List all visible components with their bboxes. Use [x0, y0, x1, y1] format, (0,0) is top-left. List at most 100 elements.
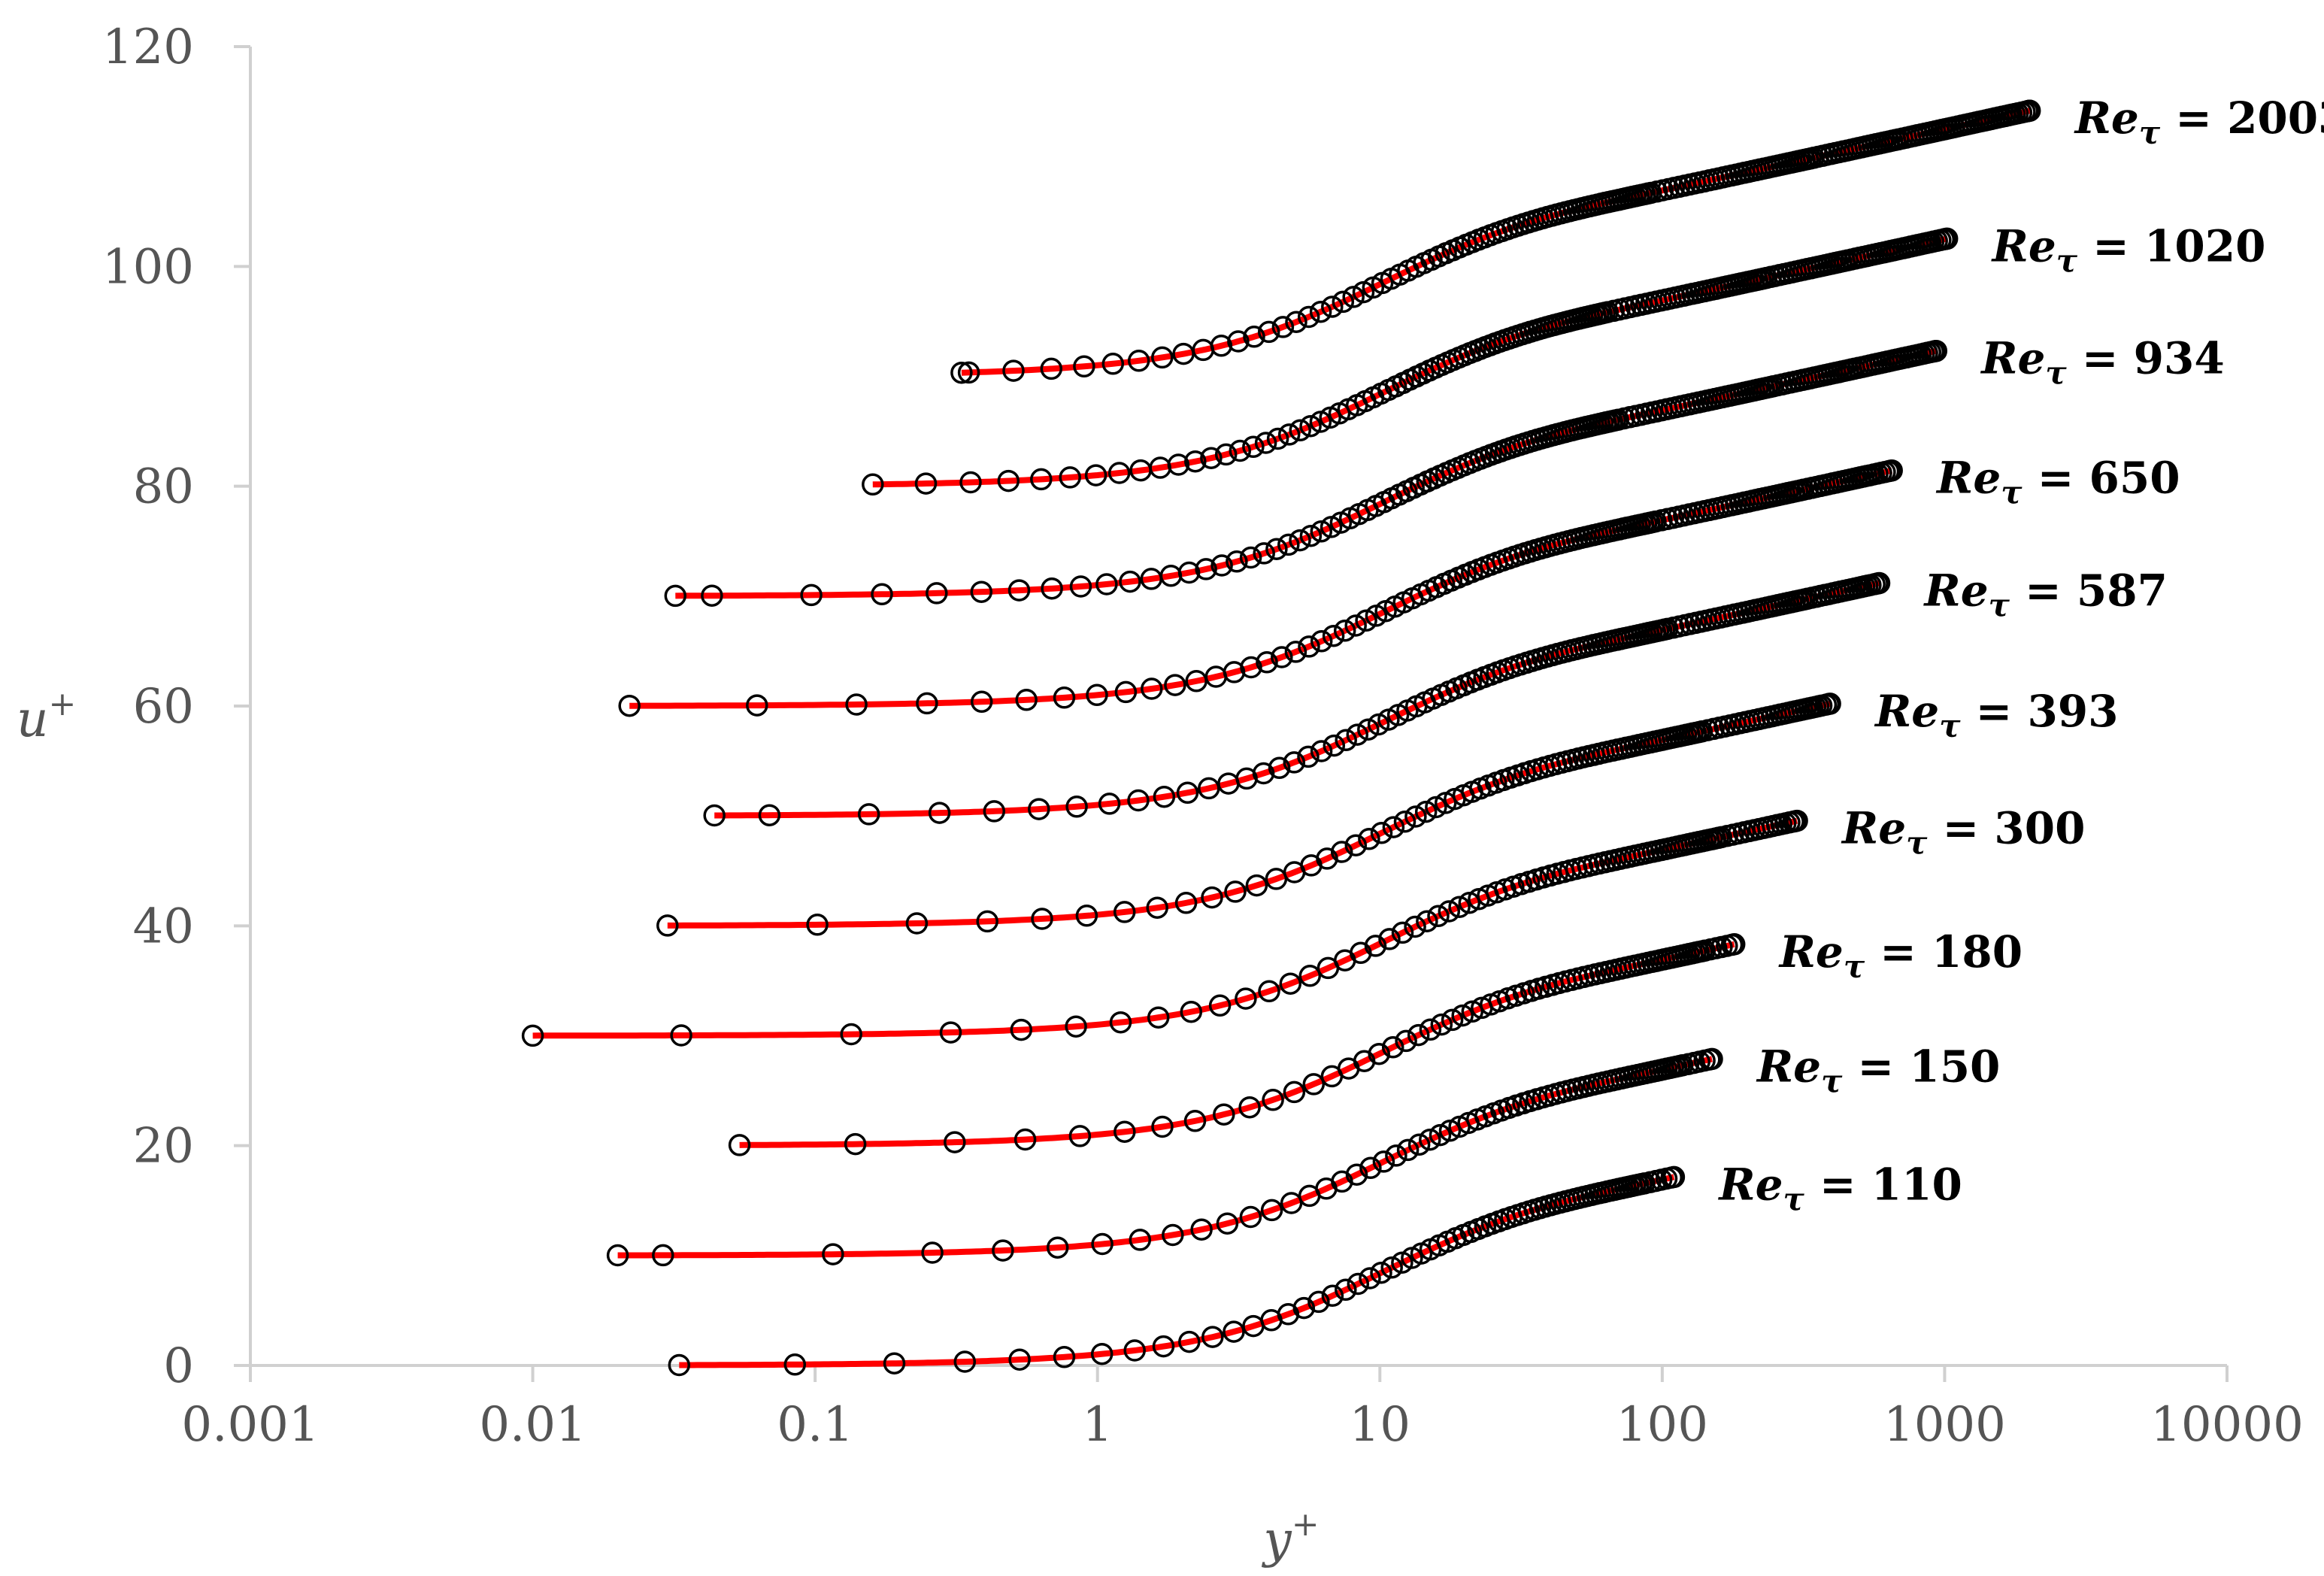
data-point: [1190, 1218, 1213, 1241]
data-point: [1786, 809, 1808, 832]
data-point: [1347, 1272, 1370, 1296]
data-point: [1367, 713, 1390, 736]
data-point: [1357, 718, 1380, 741]
data-point: [1302, 1073, 1326, 1096]
data-point: [2018, 99, 2041, 122]
series-label: Reτ = 393: [1874, 686, 2118, 744]
data-point: [1091, 1232, 1114, 1256]
data-point: [1152, 1335, 1175, 1358]
data-point: [1335, 729, 1357, 752]
data-point: [1002, 359, 1025, 382]
data-point: [1370, 1261, 1392, 1284]
data-point: [944, 1131, 966, 1153]
data-point: [1310, 740, 1333, 762]
data-point: [1396, 1138, 1420, 1162]
data-point: [1277, 423, 1301, 446]
y-tick-label: 40: [133, 899, 194, 954]
data-point: [668, 1353, 691, 1377]
data-point: [1065, 796, 1088, 818]
axes: 0 20 40 60 80 100 120 0.001 0.01 0.1 1 10 100 1000 100…: [17, 20, 2304, 1568]
data-point: [1180, 1000, 1203, 1023]
data-point: [1201, 886, 1223, 909]
data-point: [1095, 573, 1118, 596]
data-point: [1355, 609, 1377, 632]
data-point: [1254, 432, 1277, 454]
data-point: [1316, 847, 1338, 870]
data-point: [1451, 1004, 1474, 1027]
data-point: [1289, 529, 1311, 552]
data-point: [1381, 1036, 1404, 1059]
y-tick-label: 20: [133, 1119, 194, 1174]
series-line: [617, 1056, 1713, 1259]
data-point: [1201, 1326, 1224, 1348]
data-point: [1330, 841, 1353, 863]
labels-layer: Reτ = 110 Reτ = 150 Reτ = 180 Reτ = 300 Reτ …: [1717, 92, 2324, 1217]
data-point: [1046, 1236, 1069, 1259]
data-point: [921, 1241, 944, 1264]
data-point: [1310, 520, 1333, 543]
data-point: [1342, 286, 1365, 308]
data-point: [1407, 1133, 1431, 1156]
x-tick-label: 10: [1350, 1397, 1410, 1453]
data-point: [1216, 1212, 1239, 1235]
data-point: [862, 473, 884, 496]
data-point: [1167, 453, 1190, 476]
x-tick-label: 0.01: [479, 1397, 586, 1453]
data-point: [1358, 828, 1380, 850]
data-point: [1075, 905, 1098, 927]
data-point: [1258, 980, 1280, 1003]
data-point: [656, 914, 679, 937]
data-point: [1008, 1348, 1031, 1371]
data-point: [1299, 524, 1323, 547]
data-point: [1238, 1096, 1261, 1119]
data-point: [1213, 1103, 1235, 1126]
data-point: [701, 584, 723, 607]
data-point: [883, 1352, 906, 1374]
series-label: Reτ = 110: [1717, 1159, 1962, 1217]
data-point: [1438, 900, 1461, 923]
data-point: [1073, 355, 1095, 378]
data-point: [926, 582, 948, 605]
data-point: [1289, 419, 1311, 442]
y-tick-label: 120: [102, 20, 194, 75]
data-point: [1223, 1320, 1245, 1343]
data-point: [1309, 300, 1332, 323]
data-point: [1208, 994, 1232, 1017]
data-point: [1098, 793, 1121, 815]
data-point: [1368, 1042, 1390, 1065]
data-point: [652, 1244, 674, 1267]
data-point: [1441, 1008, 1464, 1032]
data-point: [950, 361, 973, 384]
data-point: [1419, 1018, 1442, 1041]
data-point: [1101, 353, 1125, 375]
data-point: [970, 690, 993, 714]
data-point: [1177, 561, 1201, 584]
data-point: [1332, 290, 1355, 314]
data-point: [1114, 680, 1138, 704]
series-label: Reτ = 300: [1841, 803, 2085, 862]
data-point: [1322, 624, 1345, 647]
data-point: [845, 693, 868, 716]
data-point: [1283, 751, 1306, 774]
data-point: [1346, 723, 1369, 746]
series-180: [728, 933, 1746, 1156]
data-point: [1174, 892, 1198, 914]
data-point: [1395, 1029, 1417, 1053]
data-point: [606, 1244, 629, 1267]
data-point: [1279, 972, 1302, 995]
x-tick-label: 0.001: [181, 1397, 319, 1453]
data-point: [1164, 674, 1186, 696]
x-tick-label: 100: [1616, 1397, 1708, 1453]
data-point: [800, 583, 823, 607]
data-point: [1404, 805, 1427, 828]
data-point: [992, 1239, 1014, 1262]
data-point: [1239, 546, 1262, 569]
data-point: [1430, 1013, 1453, 1036]
data-point: [1224, 880, 1247, 903]
data-point: [1200, 447, 1223, 469]
data-point: [957, 361, 980, 384]
data-point: [1040, 357, 1063, 380]
series-934: [664, 339, 1948, 608]
data-point: [1053, 1346, 1076, 1368]
data-point: [1298, 635, 1320, 658]
